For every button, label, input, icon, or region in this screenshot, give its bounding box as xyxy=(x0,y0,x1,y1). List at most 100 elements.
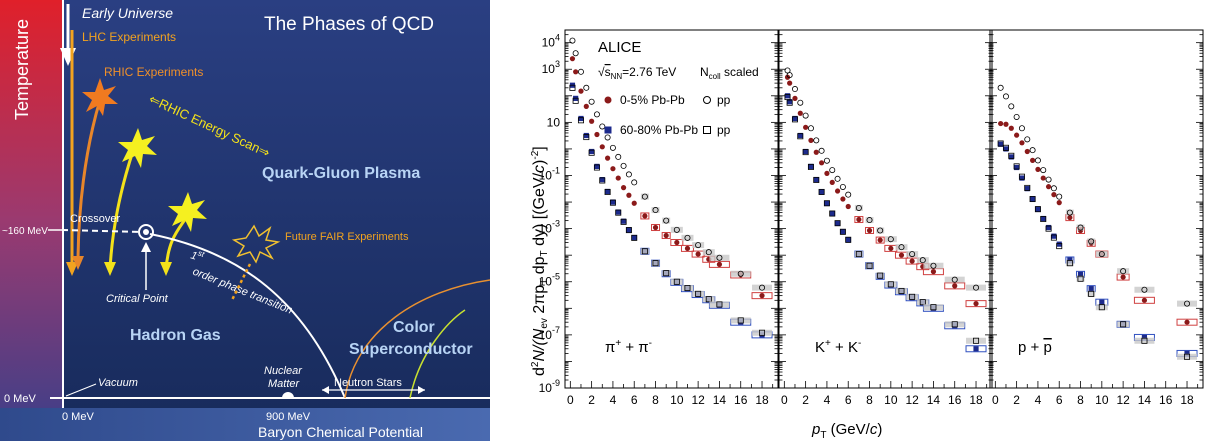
data-point xyxy=(605,188,611,195)
systematic-box xyxy=(709,254,730,261)
data-point xyxy=(604,134,611,141)
data-point xyxy=(1141,297,1148,303)
data-point xyxy=(1024,136,1031,143)
rhic-label: RHIC Experiments xyxy=(104,65,203,79)
data-point xyxy=(577,117,584,124)
data-point xyxy=(626,192,632,198)
vacuum-label: Vacuum xyxy=(98,377,138,389)
data-point xyxy=(998,120,1004,127)
superconductor-label: Superconductor xyxy=(349,341,473,358)
systematic-box xyxy=(681,285,694,292)
x-tick-label: 0 xyxy=(992,393,999,407)
data-point xyxy=(1077,275,1084,282)
critical-point-label: Critical Point xyxy=(106,293,169,305)
data-point xyxy=(1002,93,1009,100)
x-tick-label: 12 xyxy=(1116,393,1130,407)
data-point xyxy=(951,276,958,283)
data-point xyxy=(599,144,605,150)
systematic-box xyxy=(640,212,650,220)
systematic-box xyxy=(662,270,671,277)
data-point xyxy=(609,144,616,151)
data-point xyxy=(1056,200,1062,206)
data-point xyxy=(819,189,825,195)
systematic-box xyxy=(916,299,929,306)
systematic-box xyxy=(651,260,660,267)
data-point xyxy=(589,148,595,155)
systematic-box xyxy=(865,226,875,234)
fair-star-icon xyxy=(231,224,281,264)
data-point xyxy=(684,285,691,292)
data-point xyxy=(631,235,637,241)
data-point xyxy=(792,95,798,101)
data-point xyxy=(1019,140,1025,146)
scan-star-1-icon xyxy=(118,128,157,168)
data-point xyxy=(834,175,841,182)
systematic-box xyxy=(966,284,987,291)
data-point xyxy=(813,176,820,183)
data-point xyxy=(1088,286,1094,292)
data-point xyxy=(829,210,836,217)
data-point xyxy=(877,237,883,243)
data-point xyxy=(583,84,590,91)
data-point xyxy=(845,237,851,243)
data-point xyxy=(791,86,798,93)
x-tick-label: 2 xyxy=(588,393,595,407)
data-point xyxy=(684,245,691,252)
data-point xyxy=(1034,157,1041,164)
systematic-box xyxy=(944,276,965,283)
systematic-box xyxy=(752,329,773,336)
data-point xyxy=(604,188,611,195)
data-point xyxy=(631,200,637,206)
chemical-potential-bar xyxy=(0,408,490,441)
systematic-box xyxy=(1177,300,1198,307)
data-point xyxy=(716,261,723,267)
x-tick-label: 16 xyxy=(1159,393,1173,407)
systematic-box xyxy=(1134,337,1155,344)
data-point xyxy=(695,242,702,249)
data-point xyxy=(631,234,638,241)
data-point xyxy=(583,132,589,139)
energy-label: √sNN=2.76 TeV xyxy=(598,65,676,81)
data-point xyxy=(1120,321,1127,328)
qgp-label: Quark-Gluon Plasma xyxy=(262,165,420,182)
systematic-box xyxy=(865,217,874,224)
systematic-box xyxy=(876,227,885,234)
data-point xyxy=(1098,304,1105,311)
systematic-box xyxy=(692,242,705,249)
data-point xyxy=(840,229,846,235)
data-point xyxy=(1024,148,1030,155)
systematic-box xyxy=(944,321,965,328)
data-point xyxy=(663,232,669,239)
data-point xyxy=(1040,216,1047,223)
data-point xyxy=(997,140,1004,147)
data-point xyxy=(973,301,979,307)
data-point xyxy=(888,245,894,252)
systematic-box xyxy=(1076,224,1085,231)
data-point xyxy=(716,301,723,308)
data-point xyxy=(845,203,851,210)
systematic-box xyxy=(752,284,773,291)
data-point xyxy=(609,199,616,206)
data-point xyxy=(819,160,825,166)
data-point xyxy=(572,50,579,57)
systematic-box xyxy=(1095,251,1108,258)
data-point xyxy=(577,68,584,75)
data-point xyxy=(930,269,937,275)
data-point xyxy=(1098,251,1105,258)
data-point xyxy=(909,251,916,258)
data-point xyxy=(808,163,814,169)
x-tick-label: 14 xyxy=(1138,393,1152,407)
data-point xyxy=(695,251,701,257)
data-point xyxy=(673,278,680,285)
systematic-box xyxy=(730,317,751,324)
systematic-box xyxy=(1087,290,1096,297)
data-point xyxy=(973,346,979,352)
data-point xyxy=(818,188,825,195)
data-point xyxy=(1024,184,1031,191)
data-point xyxy=(569,84,576,91)
x-tick-label: 14 xyxy=(713,393,727,407)
data-point xyxy=(642,213,648,219)
neutron-stars-label: Neutron Stars xyxy=(334,377,402,389)
data-point xyxy=(930,304,937,311)
data-point xyxy=(839,228,846,235)
